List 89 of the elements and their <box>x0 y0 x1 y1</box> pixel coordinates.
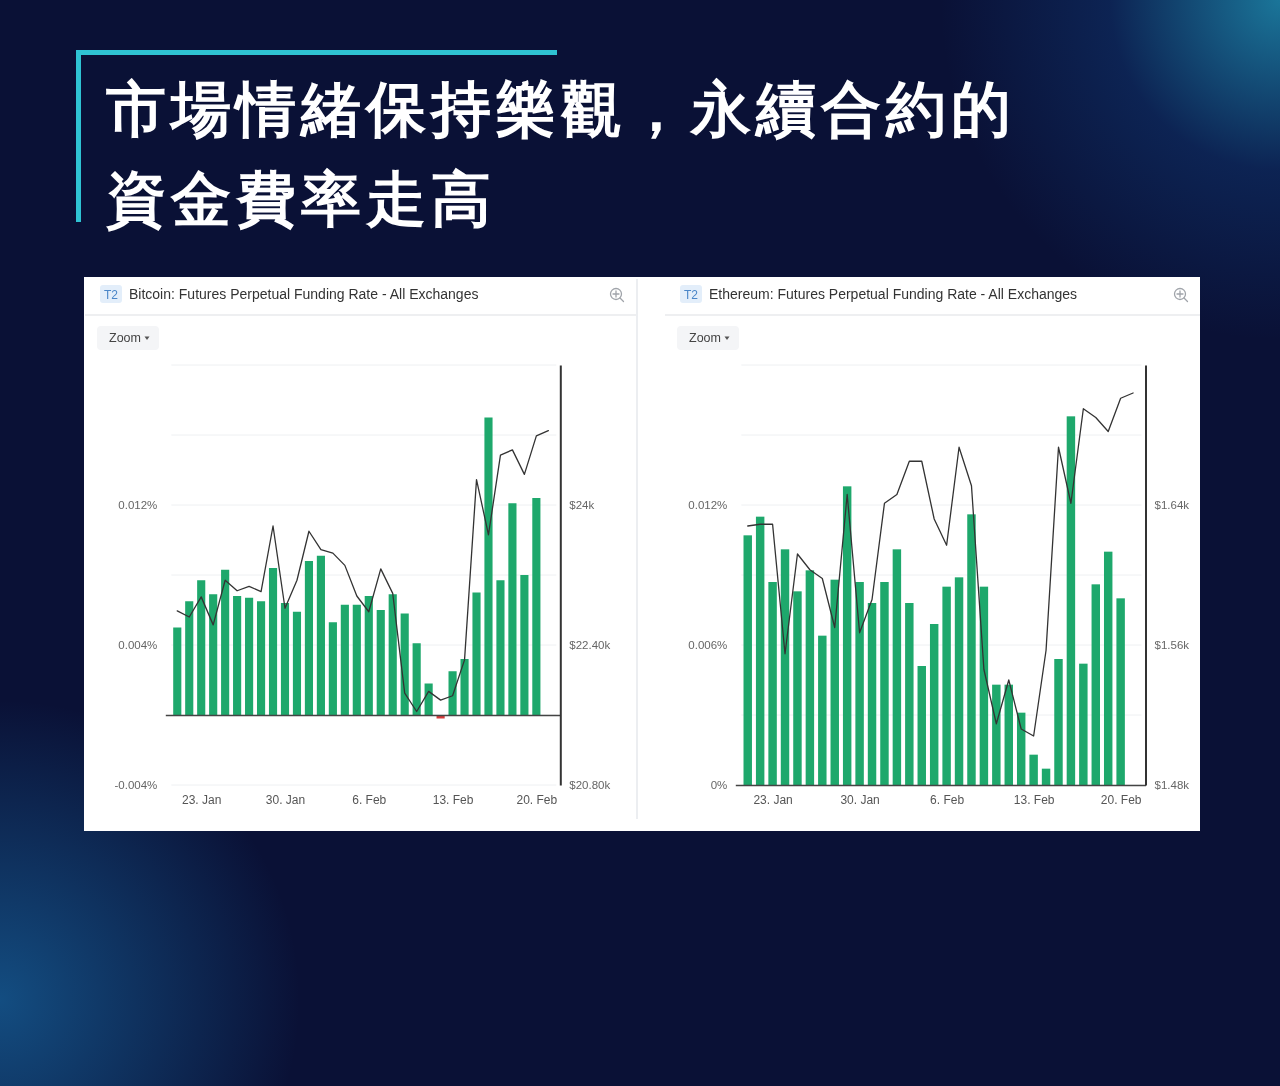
chart-title: Bitcoin: Futures Perpetual Funding Rate - All Exchanges <box>129 286 479 302</box>
line-series <box>747 392 1134 737</box>
bar <box>743 535 752 785</box>
bar <box>197 580 206 715</box>
x-tick-label: 30. Jan <box>265 792 306 807</box>
bar <box>496 580 505 715</box>
x-tick-label: 13. Feb <box>432 792 474 807</box>
bar <box>268 568 278 715</box>
bar <box>818 635 827 785</box>
bar <box>892 549 902 785</box>
bar <box>424 683 433 715</box>
bar <box>292 611 302 715</box>
bar <box>768 582 777 785</box>
y2-tick-label: $1.64k <box>1154 499 1190 512</box>
x-tick-label: 20. Feb <box>516 792 558 807</box>
bar <box>1041 768 1051 785</box>
bar <box>942 586 951 785</box>
bar <box>1116 598 1125 785</box>
y-tick-label: 0.006% <box>688 639 728 652</box>
text: Zoom <box>689 331 721 345</box>
y2-tick-label: $20.80k <box>569 779 611 792</box>
x-tick-label: 30. Jan <box>840 792 880 807</box>
bar <box>755 516 765 785</box>
bar <box>1029 754 1038 785</box>
bar <box>1066 416 1076 785</box>
bar <box>967 514 976 785</box>
y-tick-label: 0% <box>710 779 728 792</box>
bar <box>830 579 839 785</box>
bar <box>340 604 349 715</box>
bar <box>316 555 325 715</box>
bar <box>472 592 481 715</box>
y2-tick-label: $1.48k <box>1154 779 1190 792</box>
bar <box>364 596 373 715</box>
bar <box>520 575 529 715</box>
x-tick-label: 6. Feb <box>352 792 387 807</box>
bar <box>1054 659 1063 785</box>
bar <box>855 582 864 785</box>
x-tick-label: 6. Feb <box>930 792 965 807</box>
bar <box>460 659 469 715</box>
bar <box>1004 684 1013 785</box>
line-series <box>176 429 549 713</box>
bar <box>1079 663 1088 785</box>
bar <box>256 601 266 715</box>
bar <box>245 597 254 715</box>
bar <box>209 594 218 715</box>
y2-tick-label: $1.56k <box>1154 639 1190 652</box>
x-tick-label: 23. Jan <box>753 792 793 807</box>
bar <box>484 417 493 715</box>
bar <box>508 503 517 715</box>
bar <box>352 604 361 715</box>
bar <box>304 561 314 715</box>
chart-title: Ethereum: Futures Perpetual Funding Rate - All Exchanges <box>709 286 1078 302</box>
bar <box>917 666 926 785</box>
bar <box>880 582 889 785</box>
bar <box>233 596 242 715</box>
bar <box>805 570 815 785</box>
bar <box>867 603 877 785</box>
x-tick-label: 20. Feb <box>1100 792 1142 807</box>
x-tick-label: 13. Feb <box>1013 792 1055 807</box>
bar <box>954 577 964 785</box>
bar <box>992 684 1001 785</box>
y2-tick-label: $22.40k <box>569 639 611 652</box>
text: Zoom <box>109 331 141 345</box>
bar <box>1103 551 1113 785</box>
bar <box>905 603 914 785</box>
bar <box>328 622 337 715</box>
y-tick-label: -0.004% <box>114 779 158 792</box>
bar <box>780 549 790 785</box>
y2-tick-label: $24k <box>569 499 595 512</box>
bar <box>1016 712 1026 785</box>
bar <box>173 627 182 715</box>
x-tick-label: 23. Jan <box>182 792 222 807</box>
bar <box>929 624 939 785</box>
bar <box>185 601 194 715</box>
bar <box>280 603 290 715</box>
bar <box>793 591 802 785</box>
bar <box>1091 584 1100 785</box>
bar <box>532 498 541 715</box>
bar <box>412 643 421 715</box>
bar <box>221 569 230 715</box>
bar <box>376 610 385 715</box>
bar <box>400 613 409 715</box>
bar <box>448 671 457 715</box>
y-tick-label: 0.004% <box>118 639 158 652</box>
bar <box>842 486 852 785</box>
y-tick-label: 0.012% <box>688 499 728 512</box>
y-tick-label: 0.012% <box>118 499 158 512</box>
text: 市場情緒保持樂觀，永續合約的資金費率走高 <box>106 73 1017 236</box>
bar <box>388 594 397 715</box>
